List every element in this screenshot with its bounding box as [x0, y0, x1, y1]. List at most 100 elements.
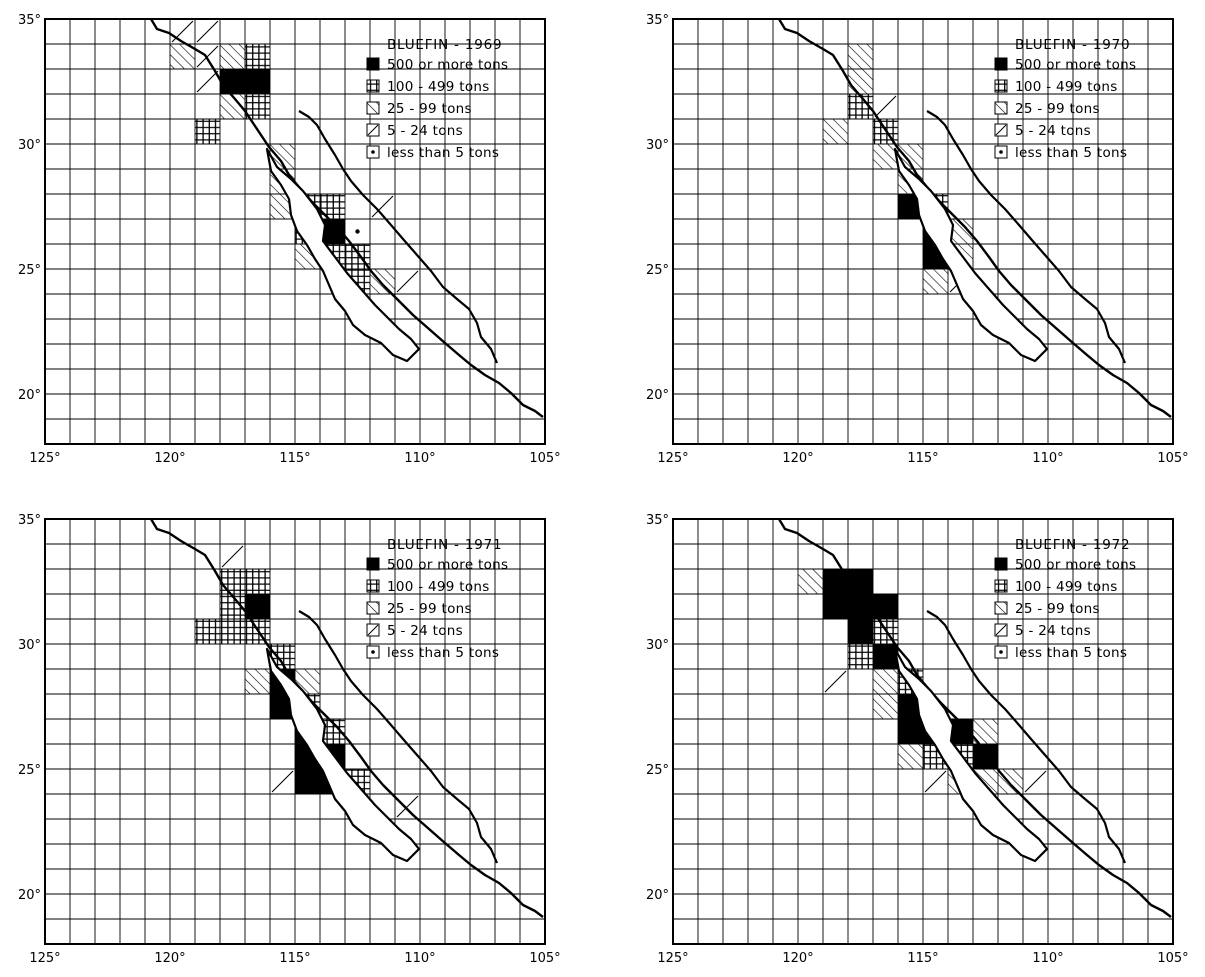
pacific-coastline	[777, 518, 1172, 918]
latitude-label: 30°	[18, 638, 41, 653]
latitude-label: 25°	[18, 263, 41, 278]
baja-gulf-shore	[893, 647, 1049, 863]
legend: BLUEFIN - 1969 500 or more tons 100 - 499…	[366, 37, 508, 161]
axis-labels: 35° 30° 25° 20° 125° 120° 115° 110° 105°	[646, 513, 1189, 966]
legend-label: 25 - 99 tons	[1015, 601, 1100, 617]
legend-label: 100 - 499 tons	[387, 579, 490, 595]
cell-25-99	[798, 569, 823, 594]
legend-label: 5 - 24 tons	[1015, 123, 1091, 139]
pacific-coastline	[149, 18, 544, 418]
latitude-label: 20°	[646, 388, 669, 403]
cell-25-99	[873, 694, 898, 719]
map-panel-1970: BLUEFIN - 1970 500 or more tons 100 - 499…	[646, 13, 1189, 466]
legend-swatch-dense-hatch	[994, 101, 1008, 115]
legend-dot-mark	[371, 150, 375, 154]
axis-labels: 35° 30° 25° 20° 125° 120° 115° 110° 105°	[18, 13, 561, 466]
legend-swatch-solid	[366, 57, 380, 71]
map-grid	[44, 18, 546, 445]
cell-100-499	[195, 119, 220, 144]
legend-label: 25 - 99 tons	[387, 101, 472, 117]
cell-25-99	[873, 144, 898, 169]
latitude-label: 35°	[646, 513, 669, 528]
cell-hatch-mark	[924, 770, 947, 793]
cell-500-plus	[245, 69, 270, 94]
latitude-label: 30°	[646, 138, 669, 153]
legend-swatch-dense-hatch	[994, 601, 1008, 615]
cell-hatch-mark	[396, 270, 419, 293]
cell-hatch-mark	[874, 95, 897, 118]
baja-gulf-shore	[265, 647, 421, 863]
mainland-gulf-coast	[926, 110, 1127, 364]
mainland-gulf-coast	[298, 110, 499, 364]
cell-25-99	[848, 44, 873, 69]
longitude-label: 110°	[1032, 451, 1063, 466]
cell-500-plus	[848, 619, 873, 644]
legend-label: 25 - 99 tons	[387, 601, 472, 617]
legend-swatch-solid	[994, 57, 1008, 71]
latitude-label: 35°	[646, 13, 669, 28]
latitude-label: 25°	[646, 763, 669, 778]
legend-label: 5 - 24 tons	[387, 623, 463, 639]
cell-100-499	[195, 619, 220, 644]
cell-100-499	[245, 44, 270, 69]
cell-25-99	[170, 44, 195, 69]
legend-swatch-grid	[366, 579, 380, 593]
longitude-label: 115°	[907, 951, 938, 966]
cell-25-99	[848, 69, 873, 94]
latitude-label: 20°	[18, 888, 41, 903]
legend: BLUEFIN - 1972 500 or more tons 100 - 499…	[994, 537, 1136, 661]
map-frame	[44, 18, 546, 445]
longitude-label: 125°	[29, 451, 60, 466]
coastline	[777, 518, 1172, 918]
legend-swatch-grid	[366, 79, 380, 93]
coastline	[149, 18, 544, 418]
legend-hatch-mark	[995, 624, 1007, 636]
longitude-label: 105°	[1157, 951, 1188, 966]
longitude-label: 105°	[529, 451, 560, 466]
legend-hatch-mark	[367, 124, 379, 136]
latitude-label: 25°	[18, 763, 41, 778]
longitude-label: 110°	[404, 951, 435, 966]
longitude-label: 120°	[782, 951, 813, 966]
latitude-label: 30°	[646, 638, 669, 653]
mainland-gulf-coast	[926, 610, 1127, 864]
legend-label: less than 5 tons	[1015, 145, 1127, 161]
legend-dot-mark	[371, 650, 375, 654]
coastline	[777, 18, 1172, 418]
cell-25-99	[923, 269, 948, 294]
pacific-coastline	[149, 518, 544, 918]
cell-25-99	[823, 119, 848, 144]
cell-500-plus	[848, 569, 873, 594]
legend-label: 100 - 499 tons	[1015, 79, 1118, 95]
legend-dot-mark	[999, 650, 1003, 654]
cell-hatch-mark	[196, 20, 219, 43]
legend-label: 100 - 499 tons	[1015, 579, 1118, 595]
map-grid	[672, 518, 1174, 945]
legend-dot-mark	[999, 150, 1003, 154]
legend-title: BLUEFIN - 1972	[1015, 537, 1130, 553]
map-frame	[672, 18, 1174, 445]
legend-label: less than 5 tons	[1015, 645, 1127, 661]
cell-500-plus	[873, 644, 898, 669]
legend-label: 500 or more tons	[387, 557, 508, 573]
cell-500-plus	[873, 594, 898, 619]
cell-100-499	[245, 569, 270, 594]
longitude-label: 120°	[782, 451, 813, 466]
legend-label: 500 or more tons	[1015, 57, 1136, 73]
cell-25-99	[873, 669, 898, 694]
longitude-label: 125°	[29, 951, 60, 966]
cell-25-99	[220, 44, 245, 69]
cell-100-499	[220, 619, 245, 644]
map-panel-1972: BLUEFIN - 1972 500 or more tons 100 - 499…	[646, 513, 1189, 966]
longitude-label: 125°	[657, 451, 688, 466]
cell-hatch-mark	[221, 545, 244, 568]
cell-500-plus	[245, 594, 270, 619]
cell-500-plus	[295, 769, 320, 794]
latitude-label: 25°	[646, 263, 669, 278]
legend-label: 500 or more tons	[1015, 557, 1136, 573]
latitude-label: 20°	[18, 388, 41, 403]
baja-gulf-shore	[893, 147, 1049, 363]
legend-swatch-solid	[994, 557, 1008, 571]
legend-swatch-solid	[366, 557, 380, 571]
